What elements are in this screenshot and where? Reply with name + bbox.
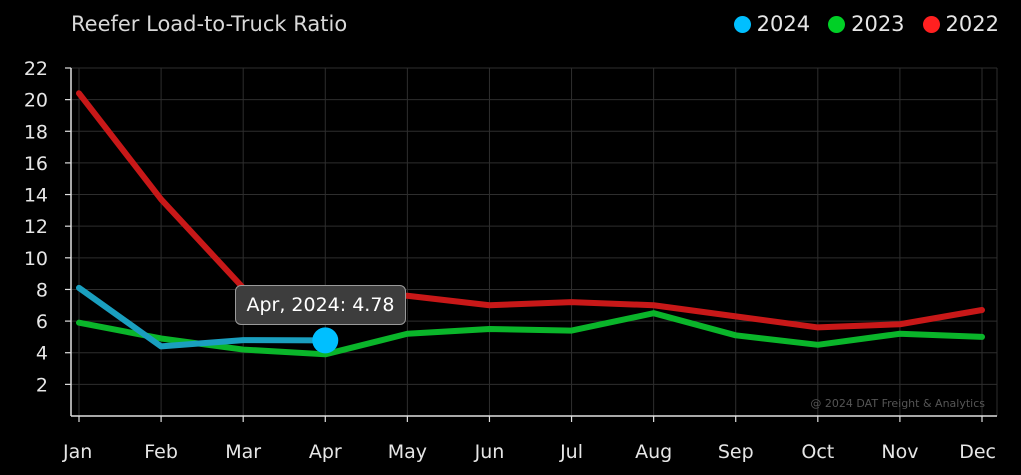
y-tick-label-16: 16 [24, 153, 48, 175]
tooltip: Apr, 2024: 4.78 [235, 285, 406, 325]
y-tick-label-18: 18 [24, 121, 48, 143]
watermark: @ 2024 DAT Freight & Analytics [810, 397, 985, 410]
y-tick-label-6: 6 [36, 311, 48, 333]
x-tick-label-Oct: Oct [801, 441, 834, 463]
series-lines [79, 93, 982, 354]
highlighted-point[interactable] [312, 327, 338, 353]
series-line-2023[interactable] [79, 313, 982, 354]
y-tick-label-2: 2 [36, 374, 48, 396]
x-tick-label-Jun: Jun [474, 441, 505, 463]
y-tick-label-12: 12 [24, 216, 48, 238]
y-tick-label-14: 14 [24, 185, 48, 207]
x-tick-label-Apr: Apr [309, 441, 342, 463]
x-tick-label-Sep: Sep [718, 441, 754, 463]
y-tick-label-4: 4 [36, 343, 48, 365]
x-tick-label-May: May [388, 441, 427, 463]
x-tick-label-Nov: Nov [881, 441, 918, 463]
y-tick-label-8: 8 [36, 279, 48, 301]
y-tick-label-20: 20 [24, 90, 48, 112]
x-tick-label-Aug: Aug [635, 441, 672, 463]
y-tick-label-10: 10 [24, 248, 48, 270]
x-tick-label-Jul: Jul [559, 441, 583, 463]
x-tick-label-Feb: Feb [144, 441, 178, 463]
x-tick-label-Mar: Mar [225, 441, 261, 463]
grid [71, 68, 997, 416]
y-tick-label-22: 22 [24, 58, 48, 80]
x-tick-label-Jan: Jan [62, 441, 92, 463]
markers [312, 327, 338, 353]
series-line-2022[interactable] [79, 93, 982, 327]
x-tick-label-Dec: Dec [959, 441, 996, 463]
